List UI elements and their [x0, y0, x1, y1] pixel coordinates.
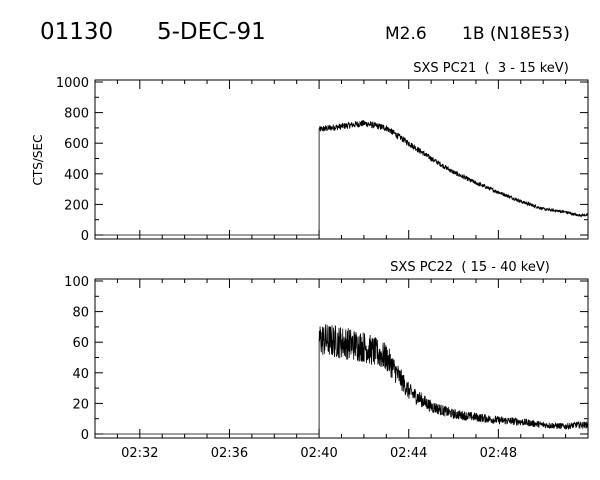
x-tick-label: 02:36 [211, 446, 248, 461]
panel-pc22: SXS PC22 ( 15 - 40 keV) 0 20 40 60 80 100 02:3… [64, 260, 589, 461]
x-tick-label: 02:44 [390, 446, 427, 461]
y-tick-label: 200 [64, 198, 89, 213]
panel-pc21-frame [94, 79, 589, 240]
y-tick-label: 0 [81, 229, 89, 244]
panel-pc21: SXS PC21 ( 3 - 15 keV) CTS/SEC 0 200 400 60… [31, 61, 589, 244]
x-tick-label: 02:48 [480, 446, 517, 461]
y-axis-label: CTS/SEC [31, 135, 45, 186]
panel-pc22-frame [94, 278, 589, 439]
flare-location: 1B (N18E53) [462, 24, 570, 44]
x-tick-label: 02:40 [300, 446, 337, 461]
y-tick-label: 80 [72, 306, 89, 321]
y-tick-label: 1000 [56, 76, 89, 91]
x-tick-label: 02:32 [121, 446, 158, 461]
y-tick-label: 40 [72, 367, 89, 382]
y-tick-label: 100 [64, 275, 89, 290]
panel-pc22-title: SXS PC22 ( 15 - 40 keV) [390, 260, 550, 275]
event-id: 01130 [40, 19, 113, 45]
y-tick-label: 400 [64, 168, 89, 183]
series-line-pc22 [95, 324, 589, 435]
y-tick-label: 20 [72, 397, 89, 412]
y-tick-label: 800 [64, 107, 89, 122]
y-tick-label: 0 [81, 428, 89, 443]
panel-pc21-title: SXS PC21 ( 3 - 15 keV) [413, 61, 569, 76]
event-date: 5-DEC-91 [157, 19, 266, 45]
flare-class: M2.6 [385, 24, 427, 44]
y-tick-label: 600 [64, 137, 89, 152]
series-line-pc21 [95, 120, 589, 236]
y-tick-label: 60 [72, 336, 89, 351]
